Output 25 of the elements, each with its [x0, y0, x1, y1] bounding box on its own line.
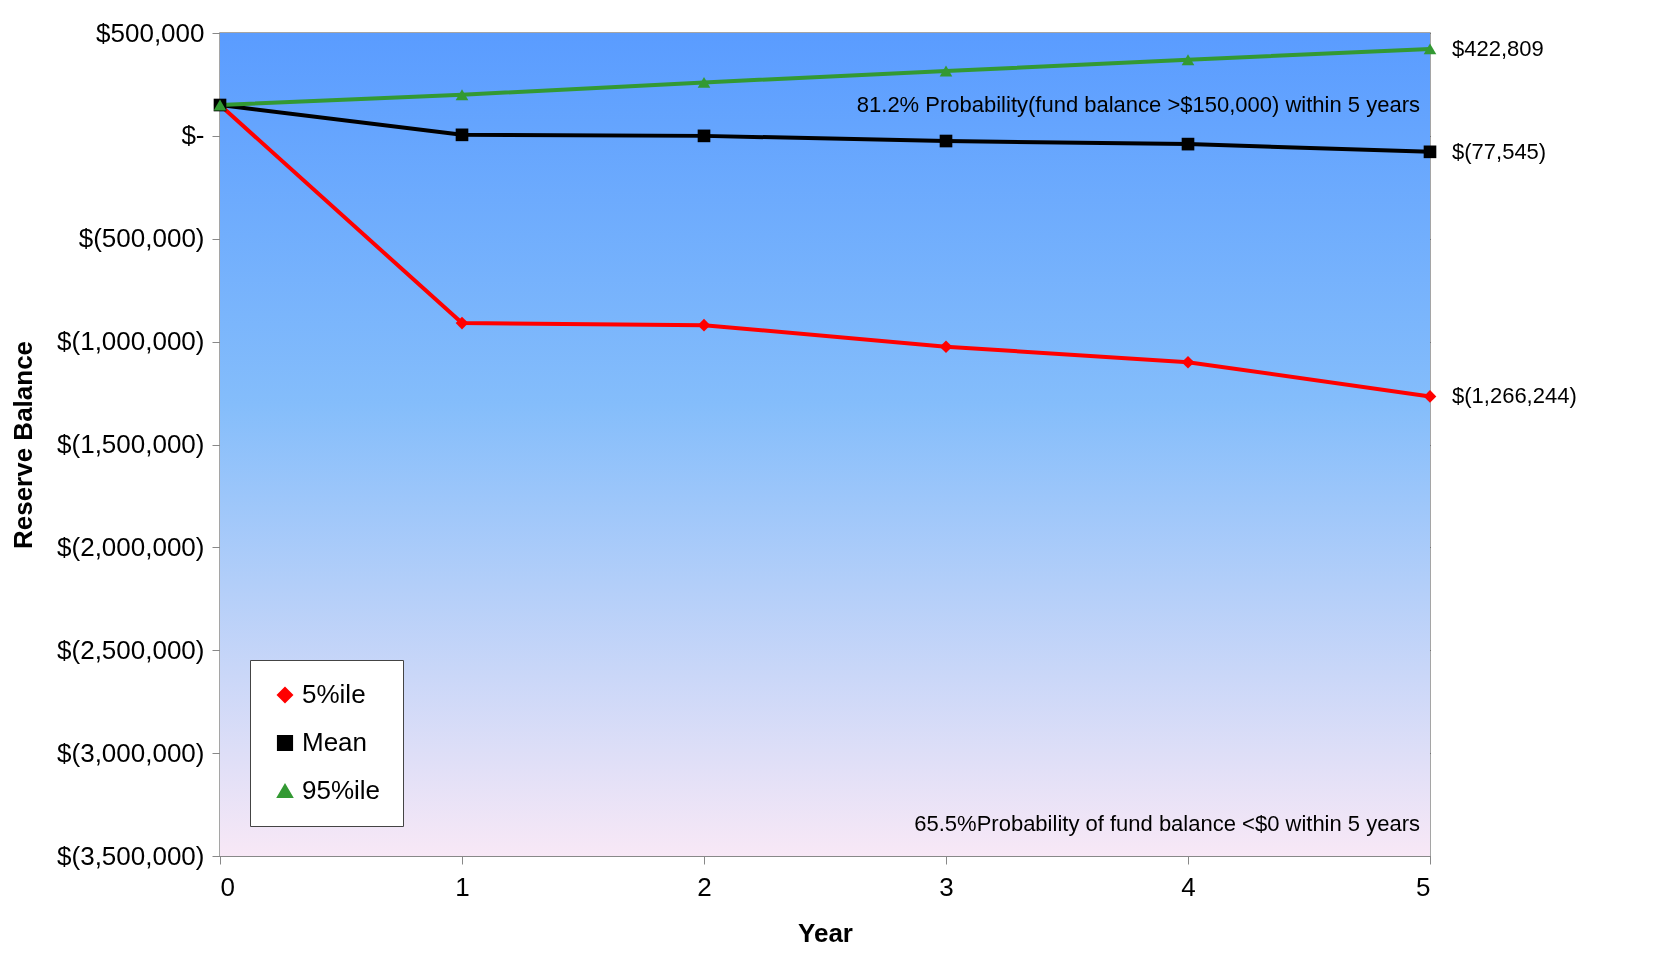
data-label: $422,809 [1452, 35, 1544, 61]
y-tick-label: $(500,000) [78, 223, 205, 254]
y-tick-label: $(2,000,000) [57, 531, 205, 562]
y-tick-label: $(3,500,000) [57, 840, 205, 871]
y-tick-label: $(1,500,000) [57, 429, 205, 459]
legend-label: 5%ile [302, 679, 366, 709]
data-label: $(77,545) [1452, 138, 1547, 164]
legend-label: 95%ile [302, 775, 381, 805]
y-tick-label: $- [181, 120, 205, 151]
annotation: 81.2% Probability(fund balance >$150,000) within 5 years [856, 92, 1420, 117]
y-tick-label: $500,000 [96, 17, 205, 48]
x-tick-label: 4 [1181, 871, 1196, 902]
y-axis-title: Reserve Balance [8, 340, 39, 550]
x-tick-label: 5 [1416, 871, 1431, 902]
y-tick-label: $(2,500,000) [57, 634, 205, 665]
x-tick-label: 0 [220, 871, 235, 902]
annotation: 65.5%Probability of fund balance <$0 within 5 years [914, 811, 1420, 836]
x-tick-label: 3 [939, 871, 954, 902]
legend-label: Mean [302, 727, 368, 757]
y-tick-label: $(3,000,000) [57, 737, 205, 768]
y-tick-label: $(1,000,000) [57, 326, 205, 357]
data-label: $(1,266,244) [1452, 383, 1577, 409]
x-tick-label: 2 [697, 871, 712, 902]
x-tick-label: 1 [455, 871, 470, 902]
x-axis-title: Year [798, 917, 853, 948]
